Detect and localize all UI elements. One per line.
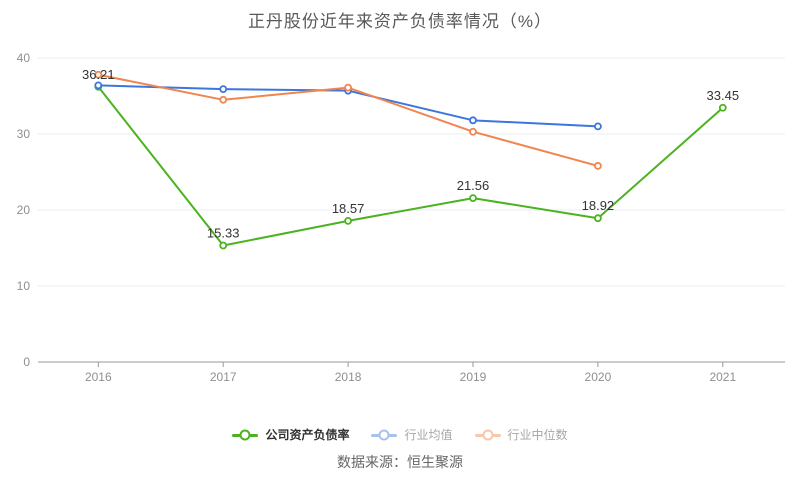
data-point-label: 36.21 bbox=[82, 67, 115, 82]
legend: 公司资产负债率 行业均值 行业中位数 bbox=[0, 429, 800, 441]
data-point-marker bbox=[594, 214, 602, 223]
data-point-marker bbox=[344, 216, 353, 225]
data-point-marker bbox=[94, 81, 103, 90]
data-point-marker bbox=[219, 95, 228, 104]
chart-title: 正丹股份近年来资产负债率情况（%） bbox=[247, 12, 553, 31]
legend-item-industry-mean[interactable]: 行业均值 bbox=[371, 428, 453, 442]
legend-line-icon bbox=[371, 429, 398, 441]
data-point-marker bbox=[594, 162, 602, 170]
data-point-marker bbox=[219, 241, 228, 250]
legend-label-company-ratio: 公司资产负债率 bbox=[265, 428, 350, 442]
data-point-marker bbox=[94, 70, 103, 79]
legend-line-icon bbox=[474, 429, 501, 441]
y-axis-tick-label: 30 bbox=[17, 127, 31, 141]
data-point-label: 21.56 bbox=[457, 178, 490, 193]
data-point-marker bbox=[469, 127, 477, 136]
x-axis-tick-label: 2018 bbox=[335, 370, 362, 384]
legend-label-industry-median: 行业中位数 bbox=[507, 428, 568, 442]
data-point-marker bbox=[594, 122, 602, 131]
data-point-marker bbox=[219, 85, 228, 94]
legend-ring-icon bbox=[239, 429, 251, 441]
y-axis-tick-label: 40 bbox=[17, 51, 31, 65]
legend-label-industry-mean: 行业均值 bbox=[404, 428, 453, 442]
x-axis-tick-label: 2017 bbox=[210, 370, 237, 384]
legend-ring-icon bbox=[378, 429, 390, 441]
data-point-label: 33.45 bbox=[707, 88, 740, 103]
data-point-marker bbox=[718, 103, 727, 112]
legend-item-company-ratio[interactable]: 公司资产负债率 bbox=[232, 429, 349, 441]
y-axis-tick-label: 0 bbox=[23, 355, 30, 369]
data-point-marker bbox=[469, 194, 477, 203]
legend-line-icon bbox=[232, 429, 259, 441]
x-axis-tick-label: 2021 bbox=[709, 370, 736, 384]
data-point-marker bbox=[469, 116, 477, 125]
legend-item-industry-median[interactable]: 行业中位数 bbox=[474, 428, 568, 442]
data-point-label: 15.33 bbox=[207, 225, 240, 240]
data-source-note: 数据来源：恒生聚源 bbox=[337, 454, 463, 470]
legend-ring-icon bbox=[482, 429, 493, 441]
y-axis-tick-label: 20 bbox=[17, 203, 31, 217]
x-axis-tick-label: 2020 bbox=[585, 370, 612, 384]
x-axis-tick-label: 2016 bbox=[85, 370, 112, 384]
line-chart-plot: 0 10 20 30 40 2016 2017 2018 2019 2020 2021 36.21 15… bbox=[17, 51, 785, 384]
y-axis-tick-label: 10 bbox=[17, 279, 31, 293]
series-line bbox=[97, 85, 724, 247]
data-point-marker bbox=[344, 83, 353, 92]
x-axis-tick-label: 2019 bbox=[460, 370, 487, 384]
data-point-label: 18.57 bbox=[332, 201, 365, 216]
data-point-label: 18.92 bbox=[582, 198, 615, 213]
